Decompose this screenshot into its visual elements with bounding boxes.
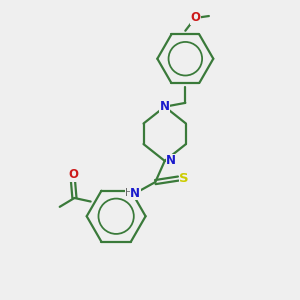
Text: H: H: [125, 188, 133, 198]
Text: N: N: [160, 100, 170, 113]
Text: O: O: [190, 11, 201, 24]
Text: N: N: [166, 154, 176, 167]
Text: O: O: [68, 168, 78, 181]
Text: S: S: [179, 172, 189, 185]
Text: N: N: [130, 187, 140, 200]
